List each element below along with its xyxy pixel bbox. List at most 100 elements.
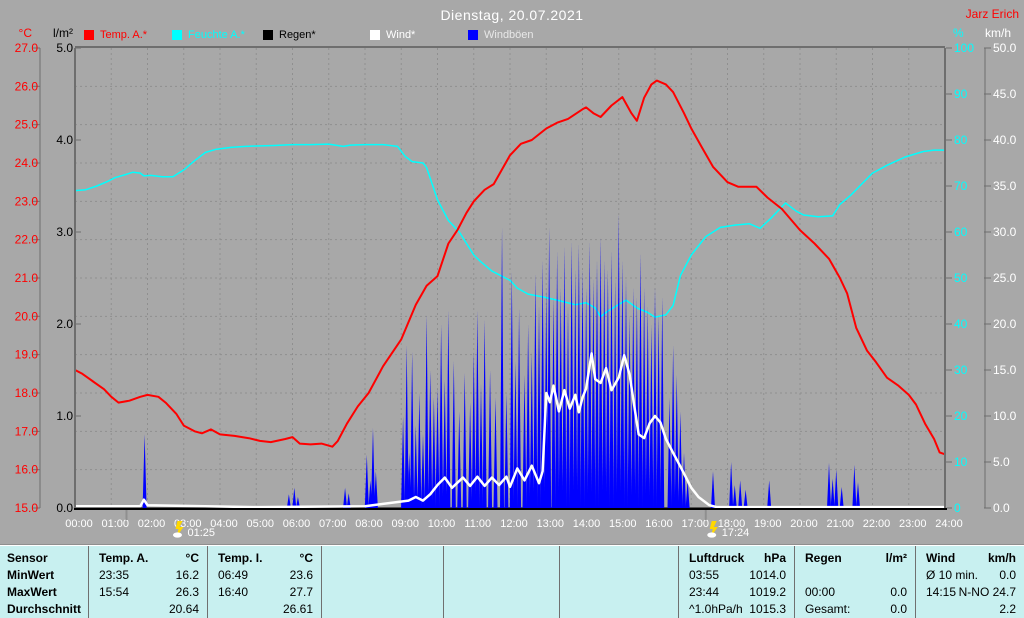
wind-gust-spike bbox=[729, 462, 734, 508]
rain-swatch-icon bbox=[263, 29, 273, 40]
wind-gust-spike bbox=[598, 236, 603, 508]
wind-gust-spike bbox=[656, 314, 661, 508]
wind-gust-spike bbox=[602, 259, 607, 508]
table-cell: 23:35 16.2 bbox=[99, 568, 199, 582]
legend-item-gusts: Windböen bbox=[468, 28, 534, 41]
x-tick-label: 10:00 bbox=[428, 518, 456, 530]
table-cell bbox=[444, 584, 559, 600]
wind-gust-spike bbox=[517, 308, 522, 508]
wind-gust-spike bbox=[431, 397, 436, 508]
wind-gust-spike bbox=[555, 250, 560, 508]
wind-gust-spike bbox=[839, 486, 844, 508]
table-cell bbox=[322, 567, 443, 583]
axis-tick-label: 0 bbox=[954, 501, 961, 515]
x-tick-label: 05:00 bbox=[246, 518, 274, 530]
legend-item-humidity: Feuchte A.* bbox=[172, 28, 245, 41]
wind-gust-spike bbox=[678, 411, 683, 508]
wind-gust-spike bbox=[613, 278, 618, 508]
table-column: Temp. A. °C 23:35 16.2 15:54 26.3 20.64 bbox=[88, 546, 207, 618]
x-tick-label: 22:00 bbox=[863, 518, 891, 530]
x-tick-label: 09:00 bbox=[391, 518, 419, 530]
wind-gust-spike bbox=[580, 268, 585, 508]
x-tick-label: 01:00 bbox=[101, 518, 129, 530]
axis-tick-label: 20.0 bbox=[15, 309, 39, 323]
table-cell: 23:44 1019.2 bbox=[689, 585, 786, 599]
table-cell: 15:54 26.3 bbox=[99, 585, 199, 599]
axis-tick-label: 26.0 bbox=[15, 79, 39, 93]
wind-gust-spike bbox=[417, 393, 422, 508]
x-tick-label: 00:00 bbox=[65, 518, 93, 530]
axis-tick-label: 24.0 bbox=[15, 156, 39, 170]
wind-gust-spike bbox=[573, 268, 578, 508]
axis-tick-label: 25.0 bbox=[15, 118, 39, 132]
event-marker-time: 01:25 bbox=[187, 527, 215, 539]
wind-gust-spike bbox=[852, 464, 857, 508]
axis-tick-label: 10.0 bbox=[993, 409, 1017, 423]
wind-gust-spike bbox=[407, 452, 412, 508]
table-row-label: Durchschnitt bbox=[7, 602, 82, 616]
wind-gust-spike bbox=[346, 493, 351, 508]
x-tick-label: 13:00 bbox=[536, 518, 564, 530]
wind-gust-spike bbox=[509, 271, 514, 508]
wind-gust-spike bbox=[442, 379, 447, 508]
wind-gust-spike bbox=[295, 496, 300, 508]
wind-gust-spike bbox=[364, 454, 369, 508]
table-cell: 16:40 27.7 bbox=[218, 585, 313, 599]
table-row-label: MinWert bbox=[7, 568, 55, 582]
axis-tick-label: 30 bbox=[954, 363, 968, 377]
wind-gust-spike bbox=[587, 241, 592, 508]
wind-gust-spike bbox=[834, 469, 839, 508]
x-tick-label: 14:00 bbox=[573, 518, 601, 530]
wind-gust-spike bbox=[667, 397, 672, 508]
axis-tick-label: 0.0 bbox=[993, 501, 1010, 515]
wind-gust-spike bbox=[413, 425, 418, 508]
wind-gust-spike bbox=[685, 480, 690, 508]
table-cell: ^1.0hPa/h 1015.3 bbox=[689, 602, 786, 616]
wind-gust-spike bbox=[624, 278, 628, 508]
axis-tick-label: 40.0 bbox=[993, 133, 1017, 147]
x-tick-label: 21:00 bbox=[826, 518, 854, 530]
wind-gust-spike bbox=[475, 310, 480, 508]
table-row-labels: Sensor MinWert MaxWert Durchschnitt bbox=[0, 546, 88, 618]
wind-gust-spike bbox=[513, 360, 518, 508]
table-cell: 00:00 0.0 bbox=[805, 585, 907, 599]
axis-tick-label: 18.0 bbox=[15, 386, 39, 400]
wind-gust-spike bbox=[488, 370, 493, 508]
table-column-header: Temp. A. °C bbox=[99, 551, 199, 565]
wind-gust-spike bbox=[424, 314, 429, 508]
wind-gust-spike bbox=[562, 245, 567, 509]
table-column: Temp. I. °C 06:49 23.6 16:40 27.7 26.61 bbox=[207, 546, 321, 618]
wind-gust-spike bbox=[627, 314, 632, 508]
axis-unit-wind: km/h bbox=[985, 26, 1012, 40]
table-row-label: MaxWert bbox=[7, 585, 57, 599]
humidity-line bbox=[74, 143, 946, 318]
wind-gust-spike bbox=[522, 374, 527, 508]
axis-unit-rain: l/m² bbox=[53, 26, 73, 40]
wind-gust-spike bbox=[428, 370, 433, 508]
cloud-icon bbox=[172, 532, 182, 538]
wind-gust-spike bbox=[616, 213, 621, 508]
table-column-header bbox=[322, 550, 443, 566]
legend-label: Temp. A.* bbox=[100, 28, 148, 41]
axis-tick-label: 23.0 bbox=[15, 194, 39, 208]
table-row-label: Sensor bbox=[7, 551, 48, 565]
wind-gust-spike bbox=[493, 397, 498, 508]
table-cell: Gesamt: 0.0 bbox=[805, 602, 907, 616]
table-cell: 14:15 N-NO 24.7 bbox=[926, 585, 1016, 599]
wind-swatch-icon bbox=[370, 29, 380, 40]
event-marker-time: 17:24 bbox=[722, 527, 750, 539]
wind-gust-spike bbox=[609, 250, 614, 508]
x-tick-label: 07:00 bbox=[319, 518, 347, 530]
legend-item-wind: Wind* bbox=[370, 28, 415, 41]
wind-gust-spike bbox=[856, 482, 860, 508]
table-column-header: Regen l/m² bbox=[805, 551, 907, 565]
axis-tick-label: 27.0 bbox=[15, 41, 39, 55]
wind-gust-spike bbox=[547, 227, 552, 508]
wind-gust-spike bbox=[671, 345, 676, 508]
table-cell bbox=[795, 567, 915, 583]
legend-label: Windböen bbox=[484, 28, 534, 41]
axis-tick-label: 22.0 bbox=[15, 233, 39, 247]
wind-gust-spike bbox=[292, 487, 297, 508]
wind-gust-spike bbox=[373, 471, 378, 508]
